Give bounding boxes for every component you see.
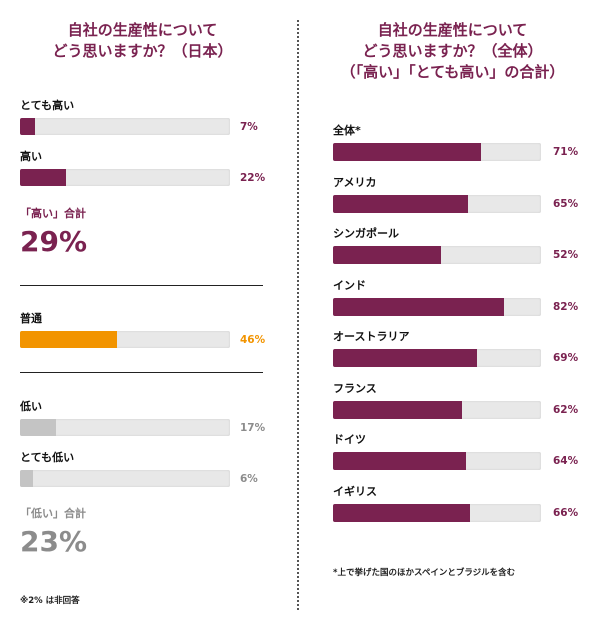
right-label-2: シンガポール bbox=[333, 227, 399, 240]
right-bar-0 bbox=[333, 143, 481, 161]
left-bar-high bbox=[20, 169, 67, 186]
right-bar-track-2 bbox=[333, 246, 541, 264]
left-value-high: 22% bbox=[240, 172, 266, 184]
left-divider-1 bbox=[20, 285, 263, 286]
left-bar-track-neutral bbox=[20, 331, 230, 348]
high-total-label: 「高い」合計 bbox=[20, 207, 86, 220]
right-title-line-2: どう思いますか？（全体） bbox=[362, 42, 543, 60]
right-bar-5 bbox=[333, 401, 462, 419]
right-label-3: インド bbox=[333, 279, 366, 292]
left-value-low: 17% bbox=[240, 422, 266, 434]
low-total-value: 23% bbox=[20, 525, 88, 558]
left-bar-track-low bbox=[20, 419, 230, 436]
right-bar-7 bbox=[333, 504, 471, 522]
left-label-low: 低い bbox=[20, 400, 42, 413]
left-value-very-low: 6% bbox=[240, 473, 258, 485]
left-bar-track-very-high bbox=[20, 118, 230, 135]
right-value-2: 52% bbox=[553, 249, 579, 261]
panel-divider bbox=[297, 20, 299, 610]
left-footnote: ※2% は非回答 bbox=[20, 596, 80, 606]
left-chart-title: 自社の生産性について どう思いますか？（日本） bbox=[20, 20, 265, 62]
right-bar-track-7 bbox=[333, 504, 541, 522]
right-footnote: *上で挙げた国のほかスペインとブラジルを含む bbox=[333, 568, 516, 578]
left-label-neutral: 普通 bbox=[20, 312, 42, 325]
right-bar-track-3 bbox=[333, 298, 541, 316]
right-bar-3 bbox=[333, 298, 504, 316]
right-bar-track-1 bbox=[333, 195, 541, 213]
left-bar-low bbox=[20, 419, 56, 436]
left-bar-very-low bbox=[20, 470, 33, 487]
left-label-very-high: とても高い bbox=[20, 99, 75, 112]
right-chart-title: 自社の生産性について どう思いますか？（全体） （「高い」「とても高い」の合計） bbox=[320, 20, 585, 83]
right-value-7: 66% bbox=[553, 507, 579, 519]
right-label-1: アメリカ bbox=[333, 176, 377, 189]
right-bar-4 bbox=[333, 349, 477, 367]
right-label-6: ドイツ bbox=[333, 433, 366, 446]
right-title-line-1: 自社の生産性について bbox=[377, 21, 528, 39]
left-title-line-2: どう思いますか？（日本） bbox=[52, 42, 233, 60]
right-value-0: 71% bbox=[553, 146, 579, 158]
left-bar-track-very-low bbox=[20, 470, 230, 487]
right-label-5: フランス bbox=[333, 382, 377, 395]
right-bar-track-5 bbox=[333, 401, 541, 419]
left-label-high: 高い bbox=[20, 150, 42, 163]
right-bar-track-0 bbox=[333, 143, 541, 161]
high-total-value: 29% bbox=[20, 225, 88, 258]
right-value-5: 62% bbox=[553, 404, 579, 416]
left-divider-2 bbox=[20, 372, 263, 373]
right-bar-6 bbox=[333, 452, 467, 470]
right-label-4: オーストラリア bbox=[333, 330, 410, 343]
right-title-line-3: （「高い」「とても高い」の合計） bbox=[340, 63, 565, 81]
right-value-4: 69% bbox=[553, 352, 579, 364]
right-bar-track-4 bbox=[333, 349, 541, 367]
left-label-very-low: とても低い bbox=[20, 451, 75, 464]
right-bar-2 bbox=[333, 246, 442, 264]
left-bar-very-high bbox=[20, 118, 35, 135]
right-label-7: イギリス bbox=[333, 485, 377, 498]
left-value-neutral: 46% bbox=[240, 334, 266, 346]
left-title-line-1: 自社の生産性について bbox=[67, 21, 218, 39]
right-value-1: 65% bbox=[553, 198, 579, 210]
low-total-label: 「低い」合計 bbox=[20, 507, 86, 520]
right-value-6: 64% bbox=[553, 455, 579, 467]
right-bar-track-6 bbox=[333, 452, 541, 470]
right-value-3: 82% bbox=[553, 301, 579, 313]
right-label-0: 全体* bbox=[333, 124, 361, 137]
left-bar-track-high bbox=[20, 169, 230, 186]
right-bar-1 bbox=[333, 195, 469, 213]
left-bar-neutral bbox=[20, 331, 117, 348]
left-value-very-high: 7% bbox=[240, 121, 258, 133]
